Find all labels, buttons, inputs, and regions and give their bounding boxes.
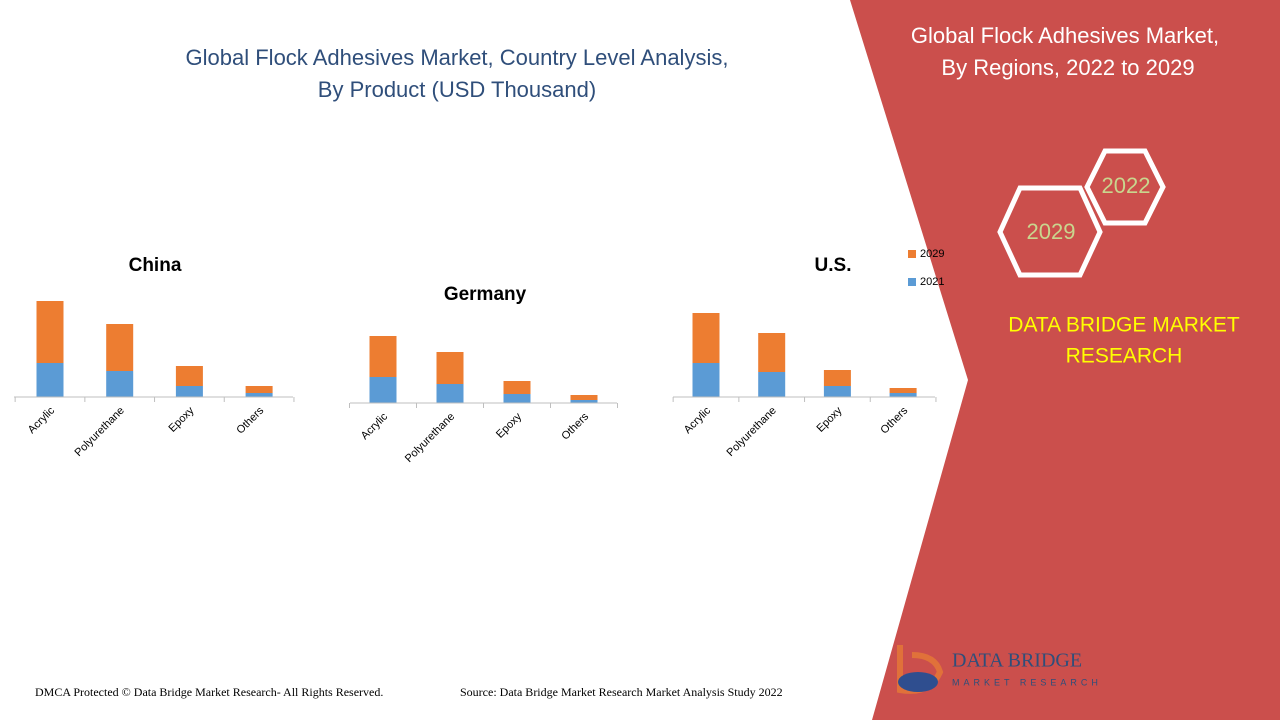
hexagon	[1084, 148, 1166, 226]
title: By Product (USD Thousand)	[318, 77, 596, 102]
footer-text: DMCA Protected © Data Bridge Market Rese…	[35, 685, 383, 699]
logo-name: DATA BRIDGE	[952, 650, 1082, 672]
hexagon	[997, 185, 1103, 278]
footer-text: Source: Data Bridge Market Research Mark…	[460, 685, 783, 699]
bar-segment	[436, 384, 464, 403]
chart-title: China	[129, 255, 182, 276]
chart-title: Germany	[444, 284, 527, 305]
title: Global Flock Adhesives Market, Country L…	[186, 45, 729, 70]
legend-swatch	[908, 278, 916, 286]
bar-segment	[823, 386, 851, 397]
chart-title: U.S.	[815, 255, 852, 276]
bar-segment	[175, 386, 203, 397]
bar-segment	[106, 324, 134, 371]
red-panel	[850, 0, 1280, 720]
bar-segment	[245, 386, 273, 393]
bar-segment	[36, 363, 64, 397]
legend-label: 2029	[920, 248, 944, 260]
panel-title: Global Flock Adhesives Market,	[911, 23, 1219, 48]
hex-label: 2022	[1102, 173, 1151, 198]
panel-title: By Regions, 2022 to 2029	[941, 55, 1194, 80]
brand-text: DATA BRIDGE MARKET	[1008, 314, 1240, 337]
bar-segment	[106, 371, 134, 397]
bar-segment	[570, 395, 598, 400]
bar-segment	[369, 377, 397, 403]
legend-swatch	[908, 250, 916, 258]
bar-segment	[245, 393, 273, 397]
bar-segment	[570, 400, 598, 403]
bar-segment	[889, 388, 917, 393]
bar-segment	[369, 336, 397, 377]
bar-segment	[36, 301, 64, 363]
logo-icon	[898, 672, 938, 692]
logo-sub: MARKET RESEARCH	[952, 677, 1102, 687]
bar-segment	[889, 393, 917, 397]
bar-segment	[758, 333, 786, 372]
bar-segment	[692, 363, 720, 397]
bar-segment	[503, 394, 531, 403]
bar-segment	[503, 381, 531, 394]
bar-segment	[692, 313, 720, 363]
bar-segment	[823, 370, 851, 386]
legend-label: 2021	[920, 276, 944, 288]
bar-segment	[758, 372, 786, 397]
brand-text: RESEARCH	[1066, 345, 1183, 368]
bar-segment	[175, 366, 203, 386]
hex-label: 2029	[1027, 219, 1076, 244]
bar-segment	[436, 352, 464, 384]
